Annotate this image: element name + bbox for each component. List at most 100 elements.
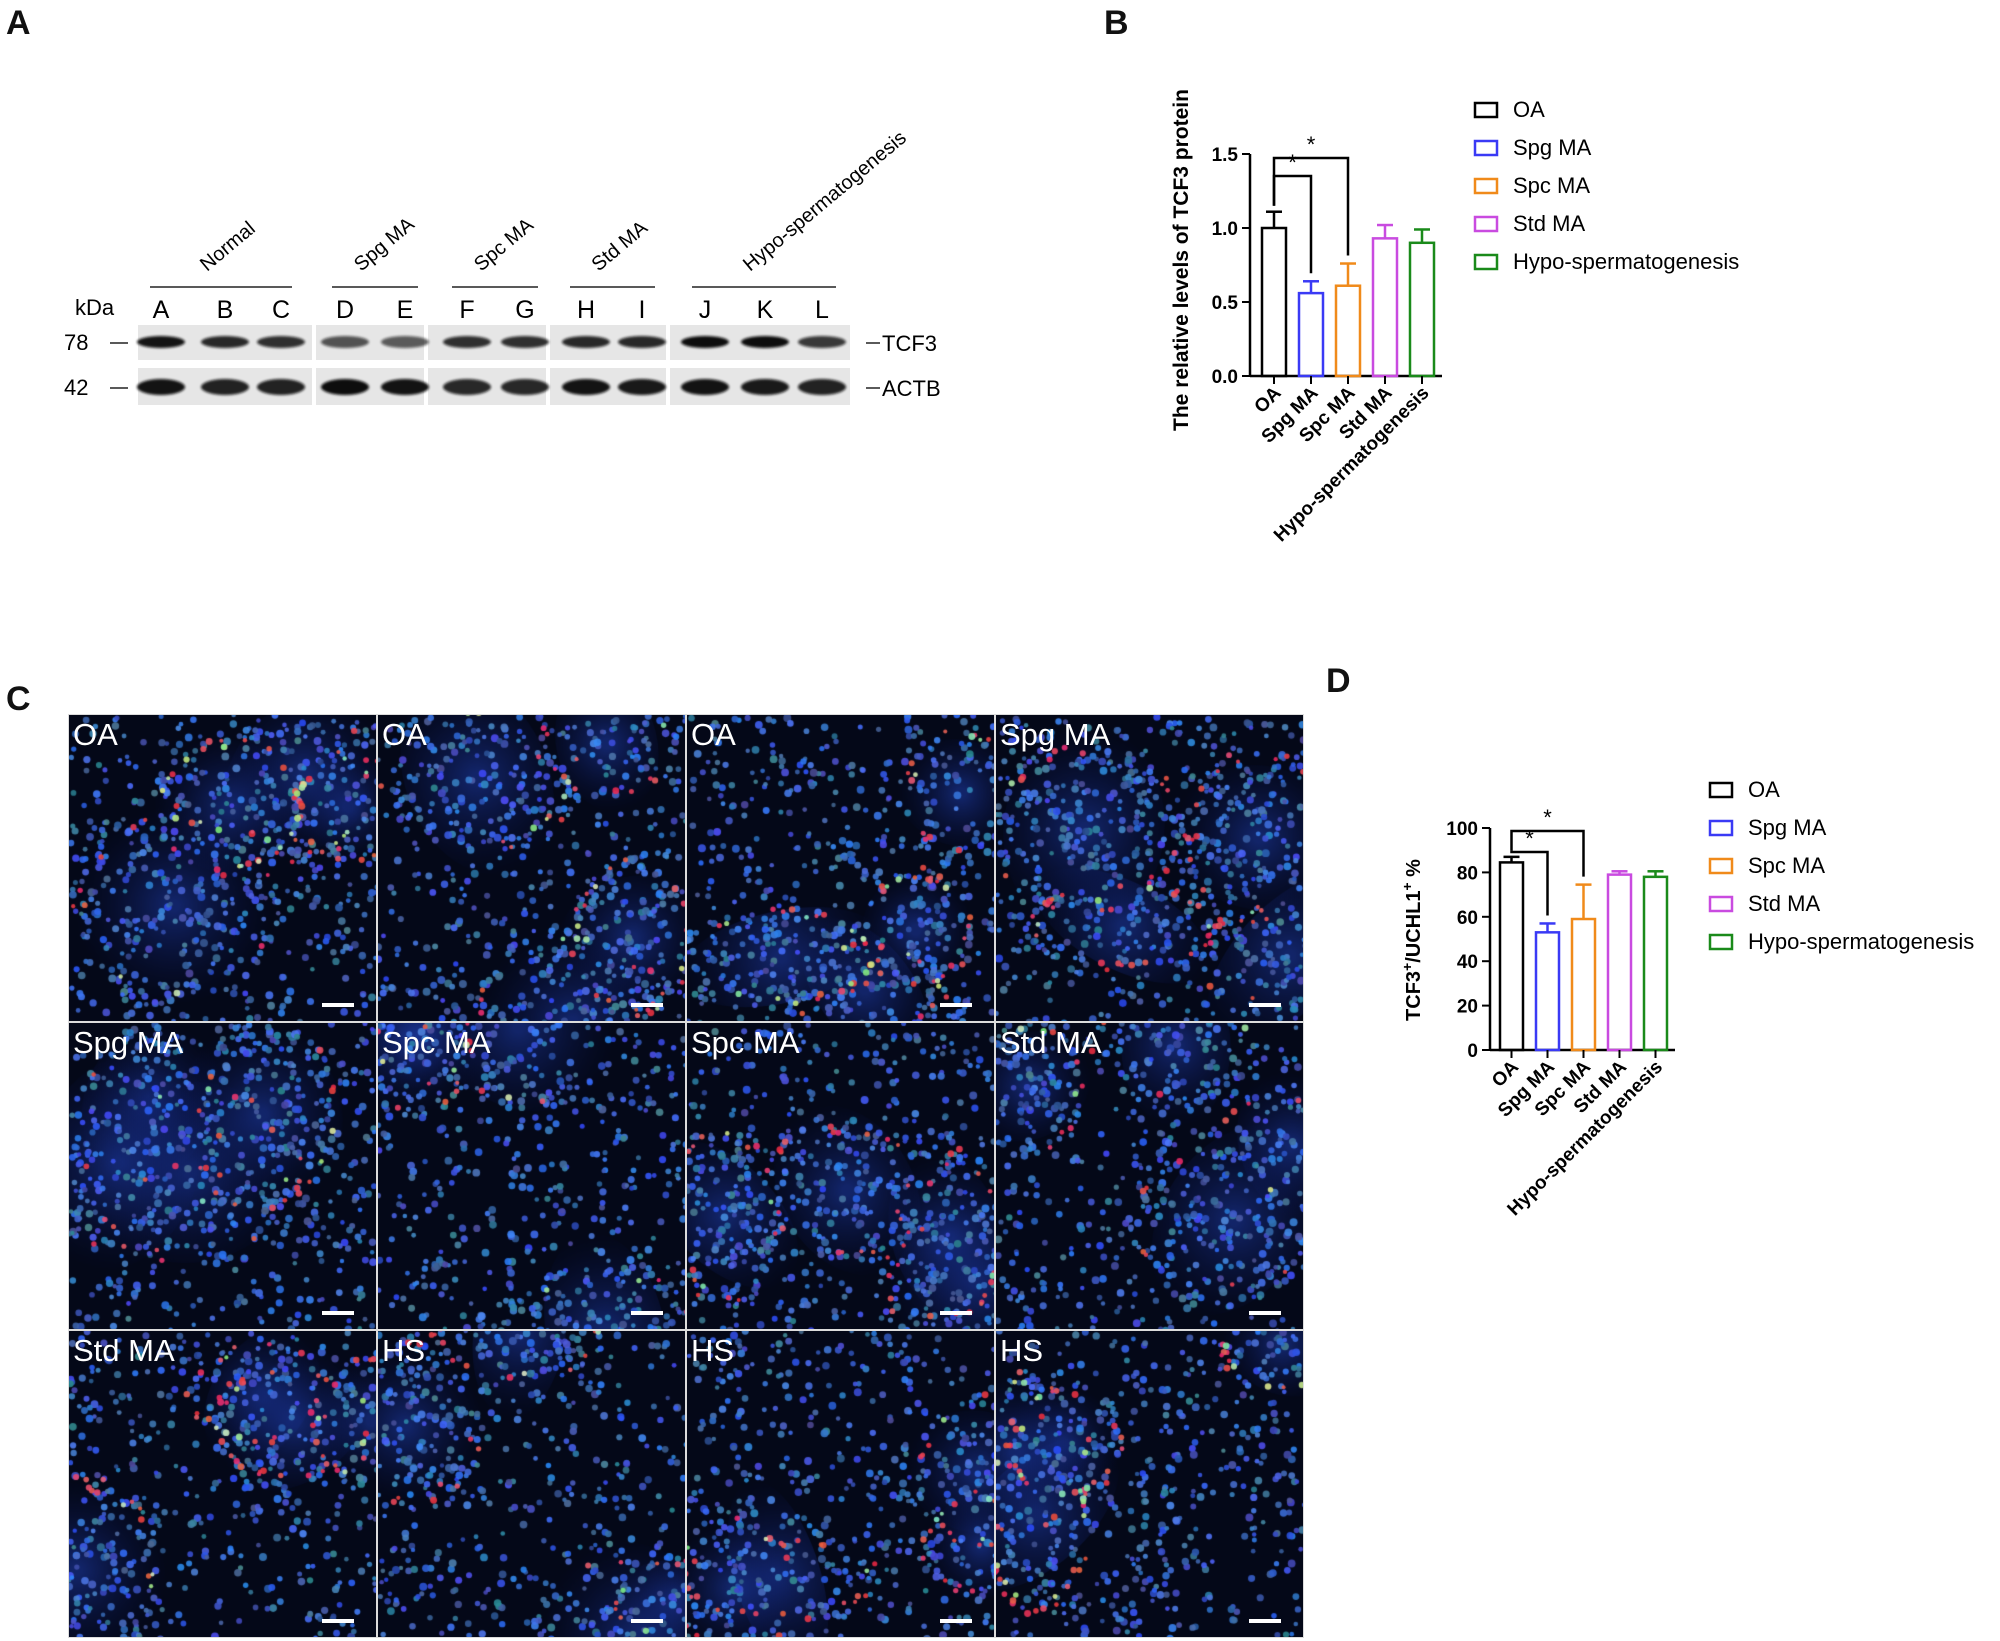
y-axis-label: TCF3+/UCHL1+ % bbox=[1399, 859, 1425, 1021]
lane-label-K: K bbox=[757, 296, 774, 324]
bar-3 bbox=[1606, 873, 1633, 1052]
legend-swatch-4 bbox=[1473, 253, 1499, 271]
sig-bracket-1 bbox=[1510, 829, 1585, 877]
band-0-3 bbox=[321, 336, 369, 348]
band-0-2 bbox=[257, 336, 305, 348]
bar-3 bbox=[1371, 237, 1399, 378]
y-tick-label-1: 20 bbox=[1457, 997, 1478, 1018]
band-1-0 bbox=[137, 379, 185, 395]
legend-swatch-0 bbox=[1708, 781, 1734, 799]
micrograph-image-10 bbox=[687, 1331, 994, 1637]
bar-4 bbox=[1408, 241, 1436, 378]
micrograph-image-2 bbox=[687, 715, 994, 1021]
sig-star-0: * bbox=[1525, 826, 1534, 851]
scale-bar-11 bbox=[1249, 1619, 1281, 1623]
legend-label-0: OA bbox=[1513, 97, 1545, 122]
band-0-0 bbox=[137, 336, 185, 348]
lane-label-F: F bbox=[459, 296, 474, 324]
band-0-5 bbox=[443, 336, 491, 348]
legend-label-4: Hypo-spermatogenesis bbox=[1748, 929, 1974, 954]
sig-star-1: * bbox=[1307, 132, 1316, 157]
band-1-10 bbox=[741, 379, 789, 395]
legend-label-3: Std MA bbox=[1748, 891, 1820, 916]
micrograph-label-5: Spc MA bbox=[382, 1025, 491, 1060]
sig-star-0: * bbox=[1288, 150, 1297, 175]
micrograph-image-5 bbox=[378, 1023, 685, 1329]
micrograph-image-8 bbox=[69, 1331, 376, 1637]
marker-labels: 78 42 TCF3 ACTB bbox=[64, 330, 941, 401]
sig-bracket-1 bbox=[1272, 156, 1350, 256]
band-0-8 bbox=[618, 336, 666, 348]
micrograph-image-0 bbox=[69, 715, 376, 1021]
micrograph-5: Spc MA bbox=[377, 1022, 686, 1330]
legend-label-1: Spg MA bbox=[1748, 815, 1827, 840]
band-1-5 bbox=[443, 379, 491, 395]
scale-bar-6 bbox=[940, 1311, 972, 1315]
lane-label-C: C bbox=[272, 296, 290, 324]
lane-label-E: E bbox=[397, 296, 414, 324]
scale-bar-0 bbox=[322, 1003, 354, 1007]
panel-letter-a: A bbox=[6, 4, 31, 42]
scale-bar-5 bbox=[631, 1311, 663, 1315]
scale-bar-7 bbox=[1249, 1311, 1281, 1315]
scale-bar-2 bbox=[940, 1003, 972, 1007]
micrograph-label-1: OA bbox=[382, 717, 427, 752]
protein-label-actb: ACTB bbox=[882, 376, 941, 401]
group-label-2: Spc MA bbox=[470, 214, 538, 276]
bar-1 bbox=[1297, 291, 1325, 378]
band-0-9 bbox=[681, 336, 729, 348]
group-label-1: Spg MA bbox=[350, 213, 419, 276]
micrograph-label-6: Spc MA bbox=[691, 1025, 800, 1060]
sig-bracket-0 bbox=[1510, 850, 1549, 916]
band-1-3 bbox=[321, 379, 369, 395]
micrograph-image-7 bbox=[996, 1023, 1303, 1329]
lane-label-H: H bbox=[577, 296, 595, 324]
y-tick-label-2: 40 bbox=[1457, 952, 1478, 973]
legend-label-3: Std MA bbox=[1513, 211, 1585, 236]
micrograph-label-0: OA bbox=[73, 717, 118, 752]
panel-letter-d: D bbox=[1326, 662, 1351, 700]
micrograph-label-7: Std MA bbox=[1000, 1025, 1102, 1060]
micrograph-11: HS bbox=[995, 1330, 1304, 1638]
lane-label-L: L bbox=[815, 296, 829, 324]
bar-4 bbox=[1642, 875, 1669, 1052]
lane-label-A: A bbox=[153, 296, 170, 324]
bar-2 bbox=[1334, 284, 1362, 378]
lane-label-D: D bbox=[336, 296, 354, 324]
bar-0 bbox=[1260, 226, 1288, 378]
chart-d: 0 20 40 60 80 100 OA Spg MA Spc MA Std MA Hypo-spe… bbox=[1399, 777, 1974, 1220]
y-tick-label-0: 0.0 bbox=[1212, 367, 1238, 388]
lane-label-J: J bbox=[699, 296, 712, 324]
group-label-4: Hypo-spermatogenesis bbox=[739, 127, 911, 276]
micrograph-3: Spg MA bbox=[995, 714, 1304, 1022]
micrograph-grid: OA OA OA Spg MA Spg MA Spc MA Spc MA Std MA Std … bbox=[68, 714, 1304, 1638]
y-tick-label-1: 0.5 bbox=[1212, 293, 1239, 314]
scale-bar-1 bbox=[631, 1003, 663, 1007]
micrograph-image-6 bbox=[687, 1023, 994, 1329]
y-tick-label-3: 60 bbox=[1457, 908, 1478, 929]
band-0-4 bbox=[381, 336, 429, 348]
legend-swatch-1 bbox=[1708, 819, 1734, 837]
legend-label-0: OA bbox=[1748, 777, 1780, 802]
bar-2 bbox=[1570, 917, 1597, 1052]
panel-letter-c: C bbox=[6, 680, 31, 718]
micrograph-9: HS bbox=[377, 1330, 686, 1638]
western-blot-panel: Normal Spg MA Spc MA Std MA Hypo-spermatogen… bbox=[64, 127, 941, 405]
lane-label-I: I bbox=[639, 296, 646, 324]
micrograph-label-4: Spg MA bbox=[73, 1025, 184, 1060]
y-axis-label: The relative levels of TCF3 protein bbox=[1170, 89, 1193, 431]
band-1-9 bbox=[681, 379, 729, 395]
micrograph-label-3: Spg MA bbox=[1000, 717, 1111, 752]
band-0-11 bbox=[798, 336, 846, 348]
legend-swatch-0 bbox=[1473, 101, 1499, 119]
micrograph-image-9 bbox=[378, 1331, 685, 1637]
band-1-7 bbox=[562, 379, 610, 395]
legend-label-1: Spg MA bbox=[1513, 135, 1592, 160]
micrograph-image-3 bbox=[996, 715, 1303, 1021]
band-1-4 bbox=[381, 379, 429, 395]
band-0-6 bbox=[501, 336, 549, 348]
micrograph-4: Spg MA bbox=[68, 1022, 377, 1330]
micrograph-image-1 bbox=[378, 715, 685, 1021]
micrograph-label-8: Std MA bbox=[73, 1333, 175, 1368]
legend-swatch-3 bbox=[1473, 215, 1499, 233]
